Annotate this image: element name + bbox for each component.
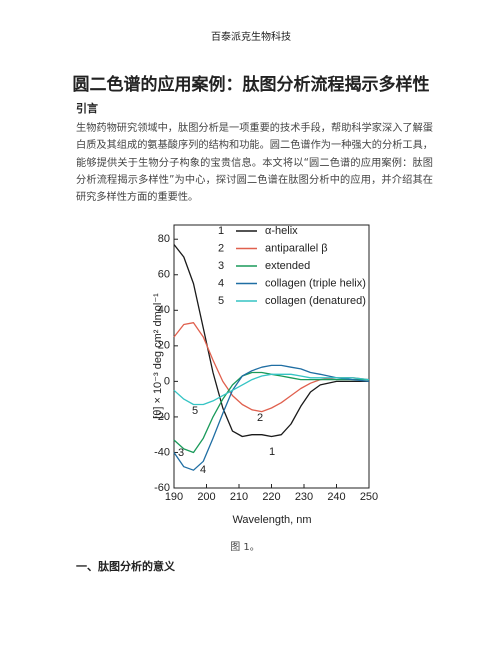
legend-number: 3 xyxy=(218,260,224,272)
intro-paragraph: 生物药物研究领域中，肽图分析是一项重要的技术手段，帮助科学家深入了解蛋白质及其组… xyxy=(76,123,433,204)
legend-label: antiparallel β xyxy=(265,242,328,254)
series-line xyxy=(173,364,370,471)
y-axis-label: [θ] × 10⁻³ deg cm² dmol⁻¹ xyxy=(152,293,164,419)
y-tick-label: -20 xyxy=(154,411,170,423)
legend-label: collagen (triple helix) xyxy=(265,277,366,289)
x-tick-label: 220 xyxy=(262,491,280,503)
x-tick-label: 240 xyxy=(327,491,345,503)
y-tick-label: 80 xyxy=(158,233,170,245)
curve-label: 5 xyxy=(192,405,198,417)
curve-label: 4 xyxy=(200,464,206,476)
curve-label: 1 xyxy=(269,446,275,458)
legend-number: 4 xyxy=(218,277,224,289)
header: 百泰派克生物科技 xyxy=(211,32,291,43)
series-line xyxy=(173,371,369,454)
legend-number: 5 xyxy=(218,295,224,307)
intro-heading: 引言 xyxy=(76,102,98,115)
y-tick-label: 40 xyxy=(158,304,170,316)
legend-label: extended xyxy=(265,260,310,272)
series-line xyxy=(173,373,370,406)
curve-label: 2 xyxy=(257,412,263,424)
legend-label: collagen (denatured) xyxy=(265,295,366,307)
x-tick-label: 190 xyxy=(165,491,183,503)
section-heading: 一、肽图分析的意义 xyxy=(76,560,175,573)
series-line xyxy=(173,244,369,438)
y-tick-label: -40 xyxy=(154,446,170,458)
x-tick-label: 250 xyxy=(360,491,378,503)
legend-number: 2 xyxy=(218,242,224,254)
caption: 图 1。 xyxy=(230,542,260,553)
curve-label: 3 xyxy=(178,447,184,459)
y-tick-label: -60 xyxy=(154,482,170,494)
legend-number: 1 xyxy=(218,225,224,237)
x-tick-label: 210 xyxy=(230,491,248,503)
x-axis-label: Wavelength, nm xyxy=(232,514,311,526)
series-line xyxy=(173,322,370,413)
x-tick-label: 200 xyxy=(197,491,215,503)
legend-label: α-helix xyxy=(265,225,298,237)
y-tick-label: 60 xyxy=(158,269,170,281)
x-tick-label: 230 xyxy=(295,491,313,503)
title: 圆二色谱的应用案例：肽图分析流程揭示多样性 xyxy=(72,75,430,95)
y-tick-label: 0 xyxy=(164,375,170,387)
y-tick-label: 20 xyxy=(158,340,170,352)
